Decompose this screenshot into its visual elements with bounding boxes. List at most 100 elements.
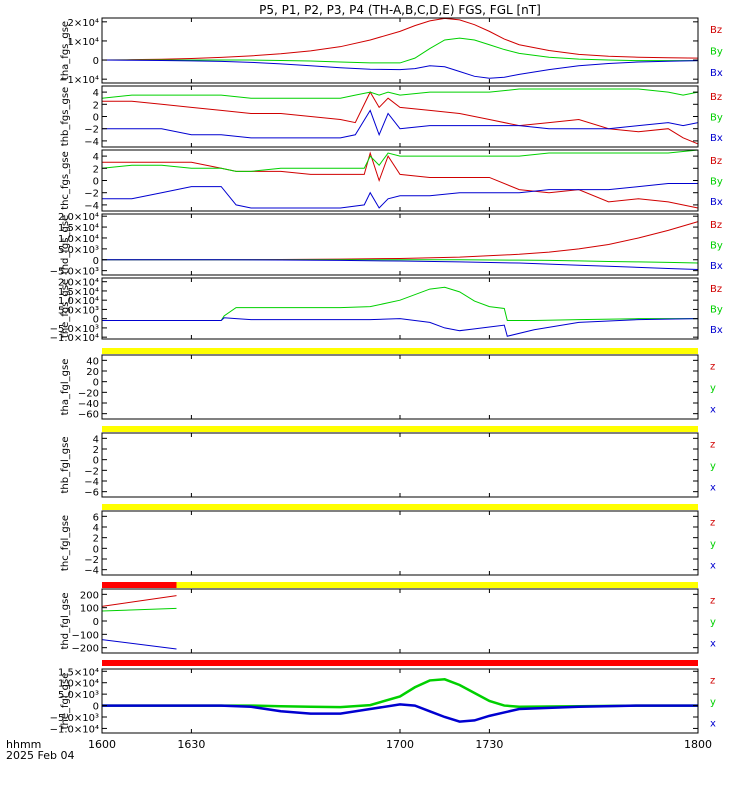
y-axis-label: thd_fgl_gse	[60, 593, 71, 650]
y-tick-label: 5.0×10³	[58, 245, 99, 256]
x-tick-label: 1730	[475, 738, 503, 751]
y-axis-label: the_fgl_gse	[60, 673, 71, 730]
y-tick-label: 0	[93, 315, 99, 326]
y-tick-label: −4	[84, 566, 99, 577]
legend-entry-Bx: Bx	[710, 261, 723, 272]
y-tick-label: 0	[93, 378, 99, 389]
panel-frame	[101, 354, 699, 420]
chart-title: P5, P1, P2, P3, P4 (TH-A,B,C,D,E) FGS, F…	[259, 3, 541, 17]
y-tick-label: 1×10⁴	[68, 37, 99, 48]
legend-entry-y: y	[710, 461, 716, 472]
y-tick-label: −1.0×10⁴	[50, 724, 99, 735]
y-tick-label: −1×10⁴	[59, 75, 99, 86]
legend-entry-y: y	[710, 617, 716, 628]
legend-entry-Bx: Bx	[710, 325, 723, 336]
legend-entry-x: x	[710, 482, 716, 493]
legend-entry-x: x	[710, 638, 716, 649]
panel-frame	[101, 277, 699, 340]
panel-thb_fgl_gse: 420−2−4−6 thb_fgl_gse zyx	[60, 426, 716, 499]
y-tick-label: −20	[78, 388, 99, 399]
legend-entry-x: x	[710, 560, 716, 571]
y-tick-label: −6	[84, 488, 99, 499]
legend-entry-y: y	[710, 383, 716, 394]
status-bar-yellow	[102, 504, 698, 510]
legend-entry-x: x	[710, 404, 716, 415]
legend-entry-By: By	[710, 241, 723, 252]
status-bar-yellow	[102, 348, 698, 354]
footer-time-label: hhmm	[6, 738, 41, 751]
y-tick-label: 5.0×10³	[58, 305, 99, 316]
y-tick-label: −2	[84, 555, 99, 566]
legend-entry-z: z	[710, 518, 715, 529]
status-bar-yellow	[176, 582, 698, 588]
y-axis-label: thc_fgl_gse	[60, 515, 71, 571]
status-bar-red	[102, 660, 698, 666]
y-tick-label: −2	[84, 189, 99, 200]
legend-entry-y: y	[710, 539, 716, 550]
y-axis-label: tha_fgl_gse	[60, 359, 71, 416]
y-tick-label: 100	[80, 604, 99, 615]
series-line-By	[102, 286, 698, 322]
panel-frame	[101, 668, 699, 734]
series-line-Bz	[101, 17, 699, 61]
legend-entry-z: z	[710, 676, 715, 687]
y-tick-label: 0	[93, 617, 99, 628]
y-axis-label: the_fgs_gse	[60, 279, 71, 338]
panel-frame	[101, 510, 699, 576]
y-tick-label: 1.0×10⁴	[58, 234, 99, 245]
y-tick-label: 4	[93, 434, 99, 445]
y-tick-label: 5.0×10³	[58, 690, 99, 701]
y-tick-label: 1.5×10⁴	[58, 287, 99, 298]
y-tick-label: −60	[78, 410, 99, 421]
y-tick-label: −100	[72, 630, 99, 641]
y-tick-label: 0	[93, 56, 99, 67]
series-line-Bz	[102, 151, 699, 209]
legend-entry-Bx: Bx	[710, 68, 723, 79]
x-tick-label: 1700	[386, 738, 414, 751]
status-bar-yellow	[102, 426, 698, 432]
y-tick-label: 2.0×10⁴	[58, 212, 99, 223]
legend-entry-By: By	[710, 113, 723, 124]
y-tick-label: −4	[84, 137, 99, 148]
series-line-Bx	[101, 59, 699, 79]
y-tick-label: 1.0×10⁴	[58, 679, 99, 690]
panel-thd_fgs_gse: 2.0×10⁴1.5×10⁴1.0×10⁴5.0×10³0−5.0×10³thd…	[50, 212, 723, 277]
series-line-Bx	[102, 183, 698, 209]
y-tick-label: 2	[93, 100, 99, 111]
series-line-Bz	[102, 91, 699, 145]
legend-entry-z: z	[710, 596, 715, 607]
series-line-By	[102, 37, 698, 64]
y-tick-label: 2×10⁴	[68, 18, 99, 29]
y-tick-label: 1.5×10⁴	[58, 667, 99, 678]
panel-frame	[101, 588, 699, 654]
legend-entry-By: By	[710, 305, 723, 316]
y-tick-label: −2	[84, 466, 99, 477]
legend-entry-Bz: Bz	[710, 25, 722, 36]
y-tick-label: 200	[80, 590, 99, 601]
y-tick-label: 2	[93, 534, 99, 545]
legend-entry-Bx: Bx	[710, 133, 723, 144]
y-tick-label: 0	[93, 456, 99, 467]
legend-entry-z: z	[710, 362, 715, 373]
panel-thc_fgs_gse: 42 0−2−4 thc_fgs_gse Bz By Bx	[60, 149, 723, 212]
y-tick-label: 4	[93, 152, 99, 163]
legend-entry-Bz: Bz	[710, 92, 722, 103]
y-tick-label: −4	[84, 477, 99, 488]
y-axis-label: thd_fgs_gse	[60, 215, 71, 274]
y-axis-label: thb_fgl_gse	[60, 437, 71, 494]
series-line-z	[101, 595, 177, 607]
y-tick-label: 1.0×10⁴	[58, 296, 99, 307]
legend-entry-y: y	[710, 697, 716, 708]
x-tick-label: 1630	[177, 738, 205, 751]
y-tick-label: 0	[93, 113, 99, 124]
y-tick-label: −5.0×10³	[50, 324, 99, 335]
y-tick-label: −5.0×10³	[50, 267, 99, 278]
y-tick-label: −2	[84, 125, 99, 136]
series-line-y	[101, 607, 177, 612]
series-line-x	[101, 639, 177, 650]
y-tick-label: 0	[93, 256, 99, 267]
y-tick-label: 0	[93, 702, 99, 713]
